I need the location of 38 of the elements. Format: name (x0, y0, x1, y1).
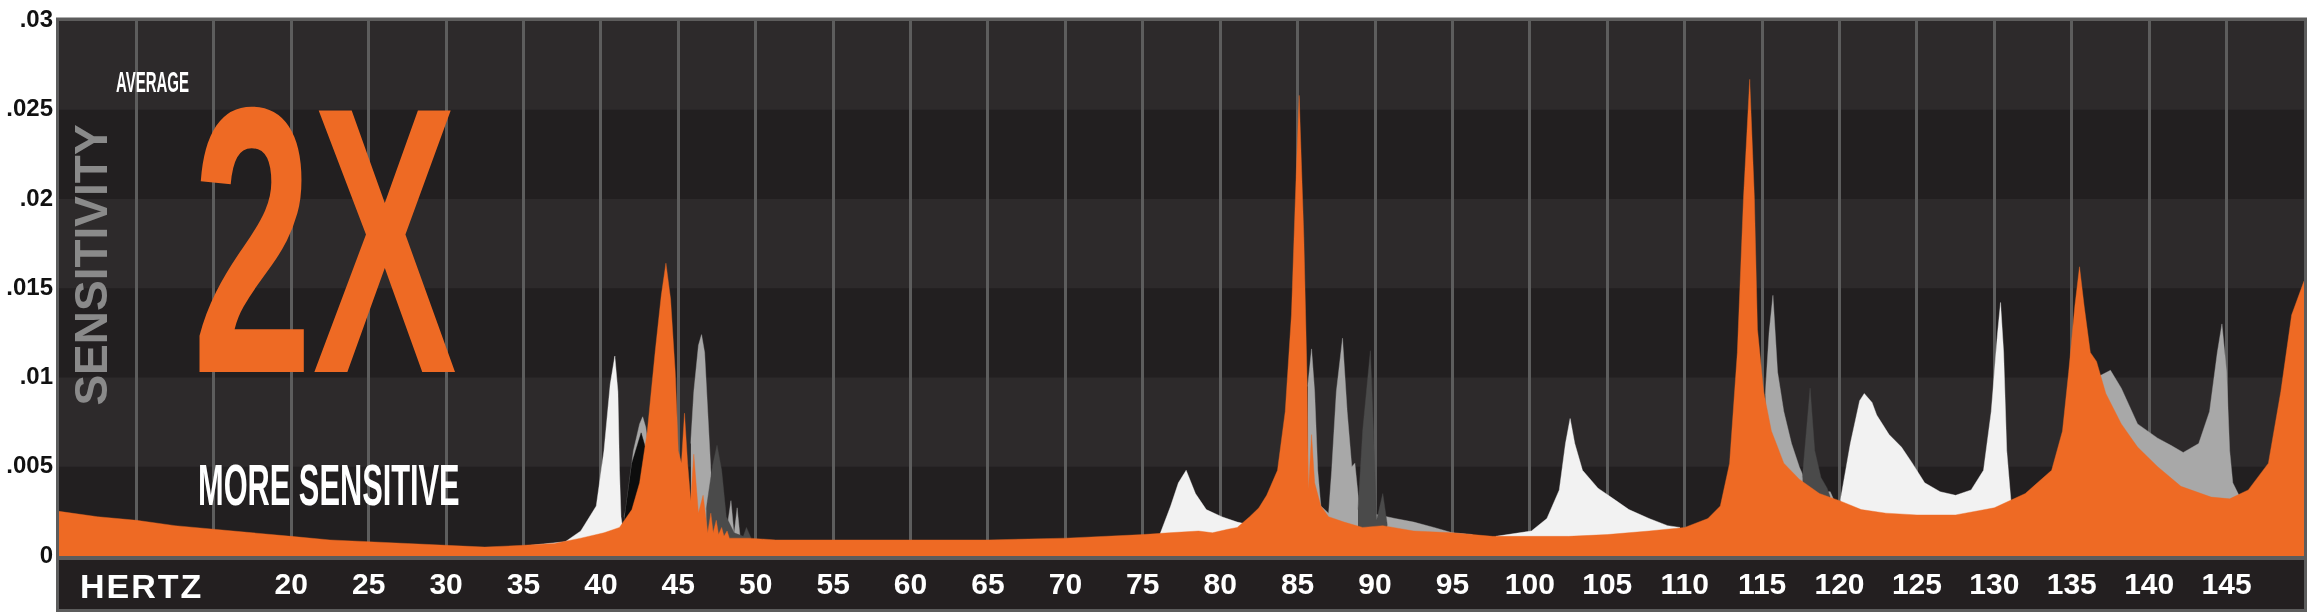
x-tick-label: 95 (1435, 567, 1470, 601)
x-tick-label: 50 (739, 567, 773, 601)
y-tick-label: .025 (6, 94, 53, 122)
x-tick-label: 75 (1126, 567, 1160, 601)
x-tick-label: 40 (584, 567, 618, 601)
x-tick-label: 20 (274, 567, 308, 601)
x-axis-title: HERTZ (80, 567, 204, 605)
x-tick-label: 45 (661, 567, 695, 601)
x-tick-label: 145 (2201, 567, 2252, 601)
x-tick-label: 35 (506, 567, 541, 601)
x-tick-label: 135 (2046, 567, 2097, 601)
x-tick-label: 25 (351, 567, 386, 601)
annotation: AVERAGE (116, 65, 190, 99)
y-tick-label: 0 (39, 540, 53, 568)
y-tick-label: .03 (19, 5, 53, 33)
y-tick-label: .005 (6, 451, 53, 479)
y-tick-label: .02 (19, 183, 53, 211)
y-tick-label: .01 (19, 362, 53, 390)
x-tick-label: 90 (1358, 567, 1392, 601)
y-tick-label: .015 (6, 272, 53, 300)
x-tick-label: 115 (1737, 567, 1787, 601)
x-tick-label: 140 (2124, 567, 2175, 601)
y-axis-title: SENSITIVITY (65, 124, 118, 406)
x-tick-label: 65 (971, 567, 1005, 601)
x-tick-label: 105 (1582, 567, 1633, 601)
x-tick-label: 130 (1969, 567, 2020, 601)
x-tick-label: 55 (816, 567, 850, 601)
x-tick-label: 100 (1504, 567, 1555, 601)
x-tick-label: 120 (1814, 567, 1865, 601)
x-tick-label: 85 (1280, 567, 1315, 601)
x-tick-label: 60 (893, 567, 928, 601)
x-tick-label: 70 (1048, 567, 1083, 601)
x-tick-label: 80 (1203, 567, 1237, 601)
x-tick-label: 125 (1891, 567, 1942, 601)
x-tick-label: 110 (1660, 567, 1709, 601)
annotation: MORE SENSITIVE (198, 453, 460, 518)
annotation: 2X (192, 27, 458, 454)
x-tick-label: 30 (429, 567, 463, 601)
